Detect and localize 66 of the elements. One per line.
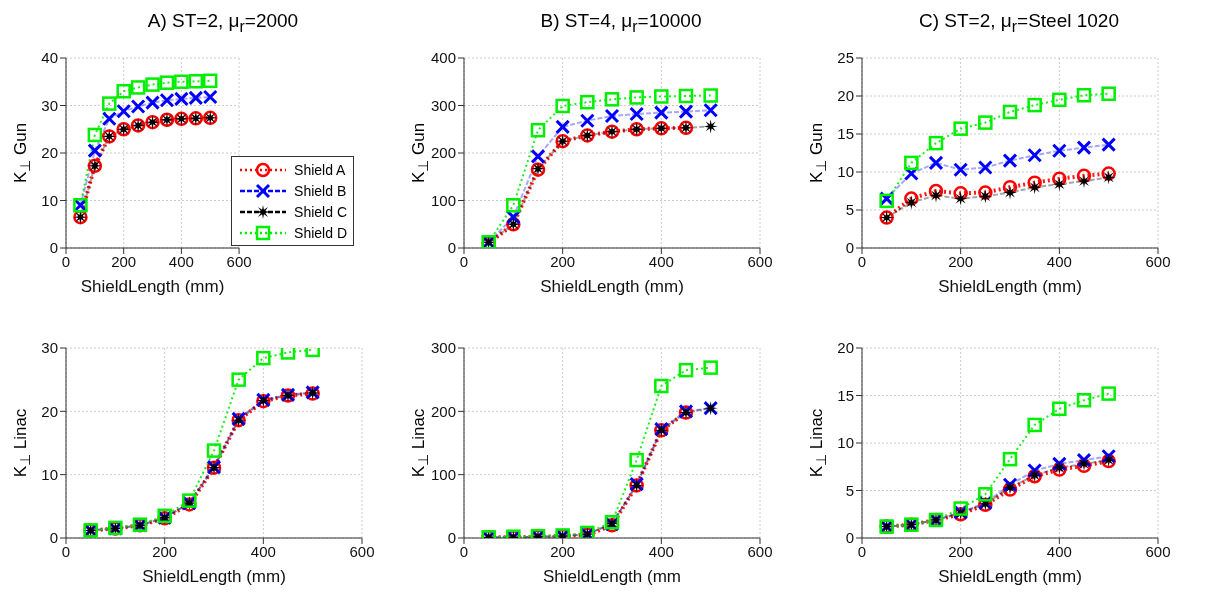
x-tick-label: 0 xyxy=(857,542,867,560)
y-tick-label: 200 xyxy=(430,144,456,162)
y-tick-label: 10 xyxy=(837,434,854,452)
x-tick-label: 400 xyxy=(1046,542,1072,560)
y-tick-label: 0 xyxy=(49,239,58,257)
x-tick-label: 0 xyxy=(61,542,71,560)
x-tick-label: 600 xyxy=(1145,252,1171,270)
legend-label: Shield A xyxy=(294,161,346,178)
x-tick-label: 0 xyxy=(61,252,71,270)
x-axis-title: ShieldLength (mm) xyxy=(938,277,1082,296)
y-tick-label: 0 xyxy=(447,529,456,547)
x-axis-title: ShieldLength (mm xyxy=(543,567,681,586)
legend-label: Shield C xyxy=(294,203,347,220)
x-tick-label: 400 xyxy=(250,542,276,560)
y-tick-label: 100 xyxy=(430,465,456,483)
y-tick-label: 20 xyxy=(837,87,854,105)
x-tick-label: 600 xyxy=(226,252,252,270)
y-tick-label: 25 xyxy=(837,49,854,67)
y-tick-label: 0 xyxy=(447,239,456,257)
y-tick-label: 0 xyxy=(49,529,58,547)
x-tick-label: 600 xyxy=(1145,542,1171,560)
y-tick-label: 20 xyxy=(41,402,58,420)
x-axis-title: ShieldLength (mm) xyxy=(540,277,684,296)
y-tick-label: 200 xyxy=(430,402,456,420)
y-tick-label: 300 xyxy=(430,339,456,357)
chart-title: B) ST=4, μ$_{r}$=10000 xyxy=(539,10,703,36)
legend-label: Shield D xyxy=(294,224,347,241)
y-tick-label: 5 xyxy=(845,201,854,219)
y-tick-label: 30 xyxy=(41,96,58,114)
y-tick-label: 300 xyxy=(430,96,456,114)
chart-title: C) ST=2, μ$_{r}$=Steel 1020 xyxy=(918,10,1120,36)
y-tick-label: 15 xyxy=(837,386,854,404)
y-tick-label: 10 xyxy=(41,191,58,209)
x-tick-label: 0 xyxy=(459,542,469,560)
y-tick-label: 10 xyxy=(837,163,854,181)
x-tick-label: 0 xyxy=(459,252,469,270)
x-tick-label: 600 xyxy=(747,252,773,270)
x-tick-label: 400 xyxy=(648,252,674,270)
y-tick-label: 20 xyxy=(41,144,58,162)
y-tick-label: 15 xyxy=(837,125,854,143)
x-tick-label: 400 xyxy=(168,252,194,270)
y-tick-label: 400 xyxy=(430,49,456,67)
x-tick-label: 600 xyxy=(349,542,375,560)
y-tick-label: 0 xyxy=(845,529,854,547)
x-tick-label: 200 xyxy=(111,252,137,270)
x-tick-label: 200 xyxy=(948,252,974,270)
x-axis-title: ShieldLength (mm) xyxy=(142,567,286,586)
x-tick-label: 0 xyxy=(857,252,867,270)
y-tick-label: 100 xyxy=(430,191,456,209)
legend-label: Shield B xyxy=(294,182,347,199)
x-tick-label: 200 xyxy=(152,542,178,560)
x-tick-label: 400 xyxy=(1046,252,1072,270)
x-tick-label: 600 xyxy=(747,542,773,560)
x-tick-label: 400 xyxy=(648,542,674,560)
y-tick-label: 10 xyxy=(41,465,58,483)
y-tick-label: 5 xyxy=(845,481,854,499)
y-tick-label: 0 xyxy=(845,239,854,257)
x-axis-title: ShieldLength (mm) xyxy=(80,277,225,296)
chart-title: A) ST=2, μ$_{r}$=2000 xyxy=(146,10,300,36)
x-tick-label: 200 xyxy=(550,252,576,270)
x-tick-label: 200 xyxy=(948,542,974,560)
y-tick-label: 20 xyxy=(837,339,854,357)
x-axis-title: ShieldLength (mm) xyxy=(938,567,1082,586)
x-tick-label: 200 xyxy=(550,542,576,560)
y-tick-label: 40 xyxy=(41,49,58,67)
y-tick-label: 30 xyxy=(41,339,58,357)
